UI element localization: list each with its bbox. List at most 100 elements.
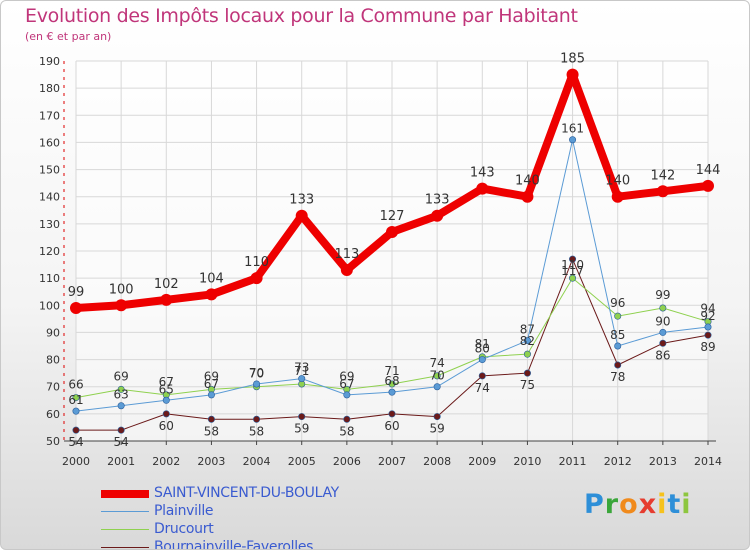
legend-label: Plainville [154, 503, 214, 519]
series-point [207, 391, 215, 399]
x-tick-label: 2005 [288, 455, 316, 468]
x-tick-label: 2003 [197, 455, 225, 468]
series-point [523, 337, 531, 345]
series-point [569, 136, 577, 144]
y-tick-label: 60 [46, 408, 60, 421]
y-tick-label: 130 [39, 218, 60, 231]
data-label: 63 [114, 388, 129, 402]
x-tick-label: 2002 [152, 455, 180, 468]
series-point [70, 302, 82, 314]
legend-swatch [101, 529, 149, 530]
series-point [162, 410, 170, 418]
data-label: 185 [560, 52, 585, 67]
data-label: 81 [475, 337, 490, 351]
data-label: 70 [430, 369, 445, 383]
x-tick-label: 2014 [694, 455, 722, 468]
data-label: 59 [294, 422, 309, 436]
data-label: 58 [339, 424, 354, 438]
data-label: 58 [204, 424, 219, 438]
data-label: 65 [159, 382, 174, 396]
data-label: 104 [199, 271, 224, 286]
series-point [523, 350, 531, 358]
series-point [478, 356, 486, 364]
series-point [388, 380, 396, 388]
series-point [207, 415, 215, 423]
logo-letter: i [657, 489, 668, 520]
legend-label: Drucourt [154, 521, 214, 537]
x-tick-label: 2012 [604, 455, 632, 468]
series-point [704, 331, 712, 339]
logo-letter: i [681, 489, 692, 520]
y-tick-label: 80 [46, 354, 60, 367]
x-tick-label: 2013 [649, 455, 677, 468]
y-tick-label: 160 [39, 136, 60, 149]
data-label: 73 [294, 361, 309, 375]
data-label: 74 [430, 356, 445, 370]
data-label: 74 [475, 381, 490, 395]
series-point [431, 209, 444, 222]
y-tick-label: 120 [39, 245, 60, 258]
series-point [117, 402, 125, 410]
series-point [569, 274, 577, 282]
data-label: 67 [159, 375, 174, 389]
proxiti-logo: Proxiti [584, 489, 692, 520]
series-point [659, 304, 667, 312]
data-label: 80 [475, 342, 490, 356]
data-label: 68 [384, 374, 399, 388]
data-label: 133 [289, 193, 314, 208]
x-tick-label: 2011 [559, 455, 587, 468]
series-point [521, 190, 534, 203]
logo-letter: r [604, 489, 620, 520]
series-point [340, 264, 353, 276]
data-label: 69 [114, 369, 129, 383]
logo-letter: x [638, 489, 658, 520]
series-point [343, 415, 351, 423]
legend-swatch [101, 547, 149, 548]
data-label: 89 [700, 340, 715, 354]
series-point [614, 342, 622, 350]
logo-letter: t [667, 489, 682, 520]
series-point [162, 396, 170, 404]
data-label: 71 [384, 364, 399, 378]
data-label: 59 [430, 422, 445, 436]
data-label: 92 [700, 309, 715, 323]
series-point [433, 383, 441, 391]
series-point [250, 272, 263, 285]
data-label: 113 [334, 247, 359, 262]
series-point [253, 380, 261, 388]
x-tick-label: 2007 [378, 455, 406, 468]
data-label: 70 [249, 366, 264, 380]
series-point [115, 299, 128, 312]
data-label: 60 [159, 419, 174, 433]
series-point [433, 372, 441, 380]
data-label: 58 [249, 424, 264, 438]
series-point [702, 179, 714, 192]
y-tick-label: 110 [39, 272, 60, 285]
data-label: 69 [339, 369, 354, 383]
series-point [72, 426, 80, 434]
x-tick-label: 2009 [468, 455, 496, 468]
data-label: 67 [204, 377, 219, 391]
series-point [614, 361, 622, 369]
series-point [160, 293, 173, 306]
series-point [476, 182, 489, 195]
x-tick-label: 2001 [107, 455, 135, 468]
series-point [72, 394, 80, 402]
y-tick-label: 90 [46, 326, 60, 339]
series-point [386, 226, 398, 238]
y-tick-label: 150 [39, 164, 60, 177]
y-tick-label: 140 [39, 191, 60, 204]
series-point [659, 328, 667, 336]
data-label: 140 [515, 174, 540, 189]
data-label: 60 [384, 419, 399, 433]
series-point [614, 312, 622, 320]
data-label: 102 [154, 277, 179, 292]
logo-letter: P [584, 489, 605, 520]
series-point [117, 426, 125, 434]
data-label: 127 [380, 209, 405, 224]
logo-letter: o [619, 489, 639, 520]
y-tick-label: 190 [39, 55, 60, 68]
x-tick-label: 2010 [513, 455, 541, 468]
data-label: 71 [294, 364, 309, 378]
